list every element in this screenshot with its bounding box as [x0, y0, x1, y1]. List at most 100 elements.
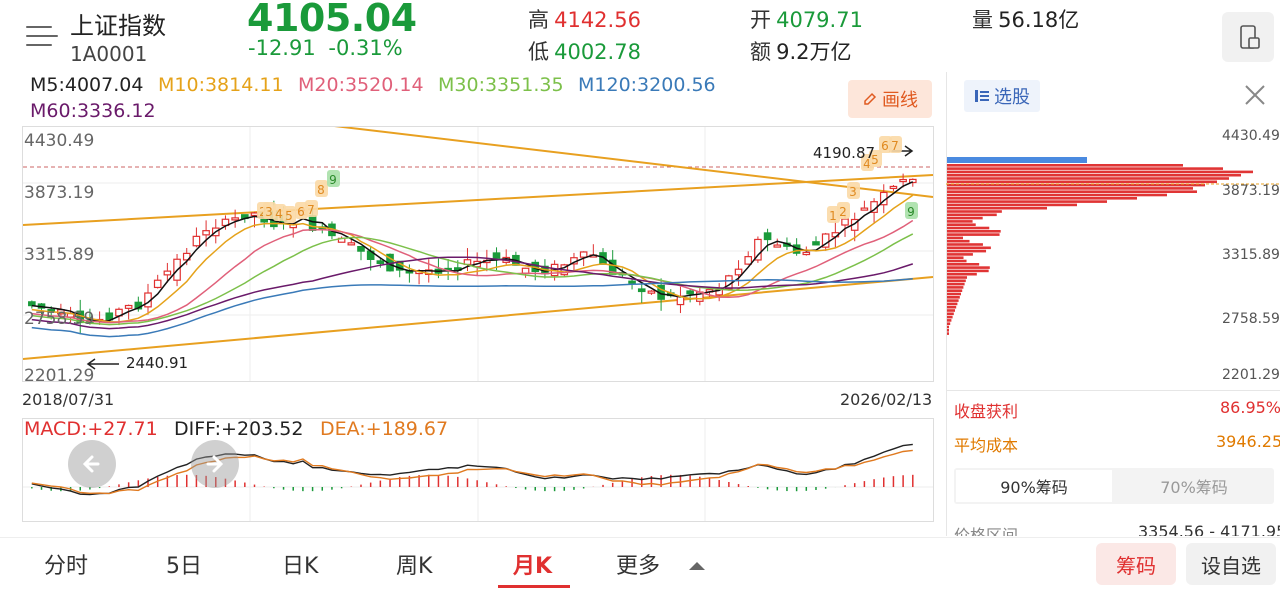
seq-badge: [869, 150, 882, 167]
draw-line-button[interactable]: 画线: [848, 80, 932, 118]
chip-bar: [947, 272, 977, 276]
arrow-left-icon: [82, 455, 100, 473]
price-range-label: 价格区间: [954, 526, 1019, 536]
candle-body: [754, 238, 762, 261]
chip-bar: [947, 302, 958, 306]
arrow-left-icon: [86, 358, 119, 370]
side-y-label: 2201.29: [1222, 367, 1280, 383]
chip-bar: [947, 239, 970, 243]
tab-5day[interactable]: 5日: [166, 554, 202, 579]
add-watchlist-button[interactable]: 设自选: [1186, 543, 1276, 585]
active-tab-indicator: [498, 585, 570, 588]
kline-chart[interactable]: 2345678912345679: [22, 126, 934, 382]
chip-bar: [947, 286, 964, 289]
chip-bar: [947, 170, 1253, 174]
trend-line-upper: [23, 174, 933, 226]
chip-bar: [947, 243, 983, 246]
seq-badge-text: 7: [307, 203, 315, 217]
index-name: 上证指数: [70, 12, 166, 40]
ma10-label: M10:3814.11: [158, 74, 284, 96]
tab-more[interactable]: 更多: [616, 548, 707, 580]
trend-line-falling: [334, 127, 933, 198]
period-tab-bar: [0, 537, 1280, 589]
close-panel-button[interactable]: [1242, 82, 1268, 108]
candle-body: [899, 178, 907, 183]
arrow-right-icon: [206, 455, 224, 473]
index-code: 1A0001: [70, 42, 148, 66]
menu-icon[interactable]: [26, 22, 58, 50]
chip-bar: [947, 256, 964, 259]
phone-rotate-icon: [1240, 25, 1260, 49]
dea-value: DEA:+189.67: [320, 418, 449, 440]
caret-up-icon: [689, 562, 706, 570]
candle-body: [647, 290, 656, 294]
open-stat: 开 4079.71: [750, 4, 863, 34]
chip-bar: [947, 203, 1077, 207]
seq-badge: [847, 182, 860, 199]
tab-70-chip[interactable]: 70%筹码: [1160, 478, 1228, 497]
candle-body: [124, 304, 133, 309]
candle-body: [579, 251, 588, 258]
seq-badge: [315, 180, 328, 197]
chip-bar: [947, 197, 1137, 200]
chip-bar: [947, 223, 976, 226]
seq-badge: [305, 200, 318, 217]
candle-body: [308, 215, 317, 231]
seq-badge: [295, 202, 308, 219]
low-stat: 低 4002.78: [528, 36, 641, 66]
y-axis-label: 4430.49: [24, 131, 95, 151]
seq-badge-text: 5: [871, 153, 879, 167]
tab-monthly-k[interactable]: 月K: [513, 554, 553, 579]
macd-canvas: [23, 419, 933, 521]
ma60-label: M60:3336.12: [30, 100, 156, 122]
tab-intraday[interactable]: 分时: [44, 554, 89, 579]
side-y-label: 4430.49: [1222, 128, 1280, 144]
chip-button[interactable]: 筹码: [1096, 543, 1176, 585]
chip-bar: [947, 200, 1107, 203]
tab-daily-k[interactable]: 日K: [282, 554, 319, 579]
open-value: 4079.71: [776, 8, 863, 32]
scroll-right-button[interactable]: [191, 440, 239, 488]
candle-body: [28, 301, 36, 307]
chip-bar: [947, 253, 973, 256]
seq-badge: [827, 206, 840, 223]
chip-bar-blue: [947, 157, 1087, 163]
select-stock-button[interactable]: 选股: [964, 80, 1040, 112]
scroll-left-button[interactable]: [68, 440, 116, 488]
side-y-label: 3315.89: [1222, 247, 1280, 263]
price-change: -12.91 -0.31%: [248, 36, 403, 60]
candle-body: [686, 290, 694, 295]
candle-body: [521, 267, 530, 274]
candle-body: [841, 218, 849, 226]
chip-bar: [947, 249, 987, 253]
candle-body: [860, 207, 869, 211]
chip-bar: [947, 246, 991, 250]
ma10-line: [31, 194, 914, 323]
ma60-line: [31, 256, 914, 330]
macd-chart[interactable]: [22, 418, 934, 522]
chip-bar: [947, 177, 1229, 180]
seq-badge-text: 4: [275, 207, 283, 221]
seq-badge-text: 6: [881, 139, 889, 153]
y-axis-label: 3873.19: [24, 183, 95, 203]
chip-ratio-tabs: 90%筹码 70%筹码: [954, 468, 1274, 504]
ma30-line: [31, 233, 914, 326]
profit-value: 86.95%: [1220, 398, 1280, 417]
tab-90-chip[interactable]: 90%筹码: [956, 470, 1112, 502]
low-value: 4002.78: [554, 40, 641, 64]
landscape-toggle-button[interactable]: [1222, 12, 1274, 62]
chip-bar: [947, 220, 973, 223]
chip-bar: [947, 187, 1193, 190]
candle-body: [492, 252, 501, 259]
tab-weekly-k[interactable]: 周K: [396, 554, 433, 579]
chip-bar: [947, 164, 1183, 167]
seq-badge: [879, 136, 892, 153]
y-axis-label: 2201.29: [24, 366, 95, 386]
chip-bar: [947, 167, 1223, 170]
volume-label: 量: [972, 8, 993, 32]
change-percent: -0.31%: [328, 36, 403, 60]
diff-value: DIFF:+203.52: [174, 418, 304, 440]
date-end: 2026/02/13: [840, 390, 933, 409]
candle-body: [744, 256, 753, 265]
candle-body: [734, 268, 743, 276]
